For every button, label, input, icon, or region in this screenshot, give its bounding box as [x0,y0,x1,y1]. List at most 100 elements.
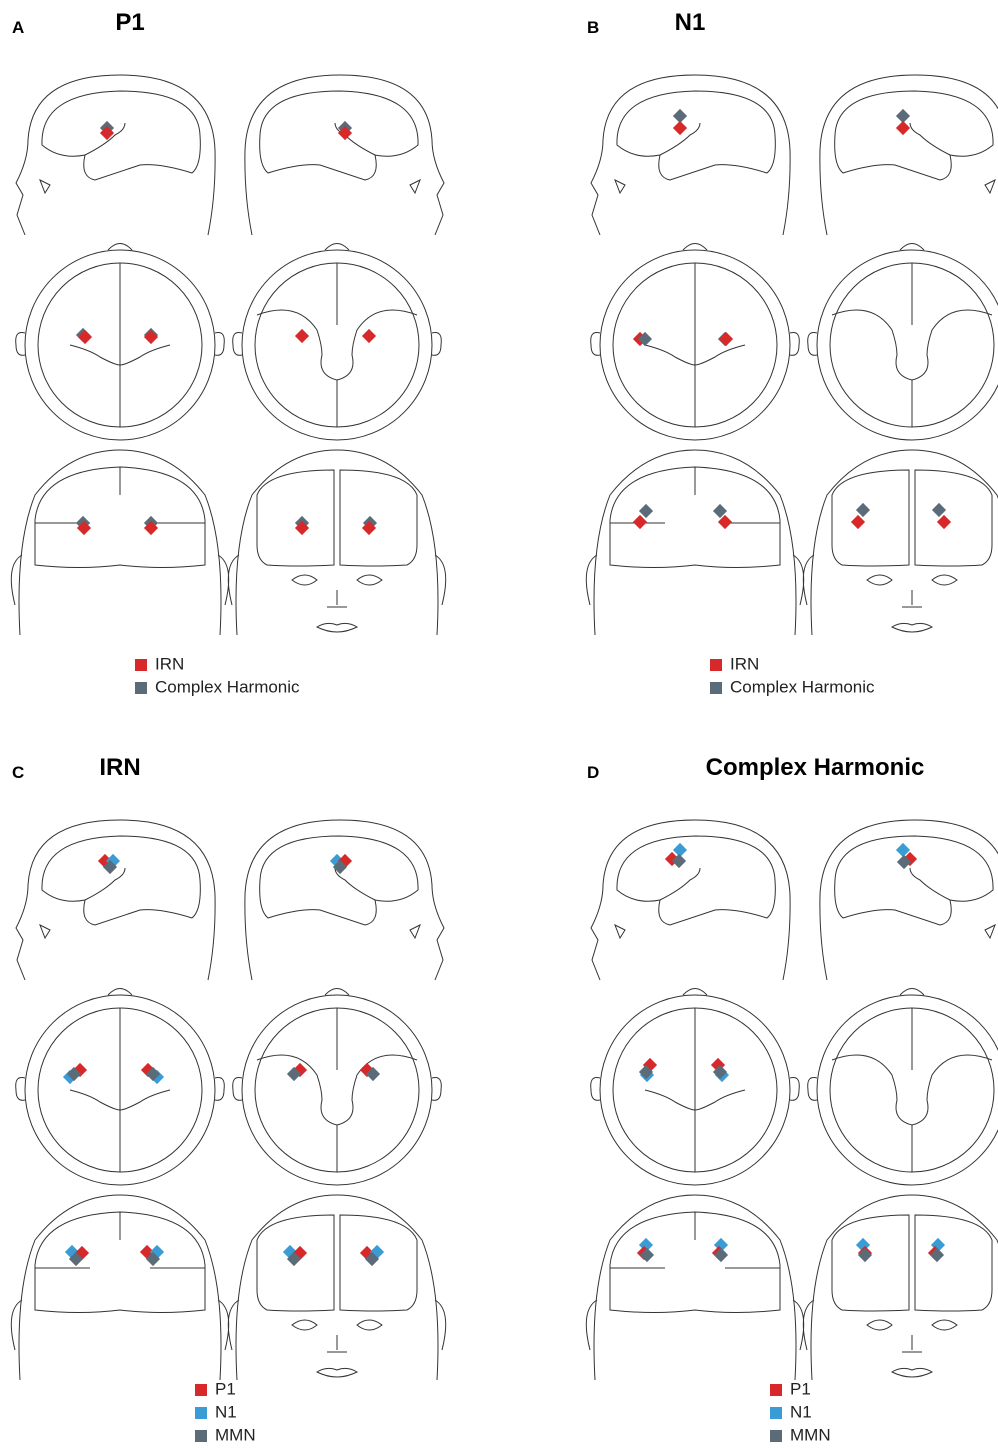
outline [235,449,439,636]
panel-title: N1 [675,9,706,36]
dipole-marker [857,1247,873,1263]
head-view [15,819,216,981]
dipole-marker [638,1064,654,1080]
head-outline [816,994,998,1186]
legend-label: Complex Harmonic [155,677,300,696]
outline [831,1054,993,1126]
head-view [585,449,805,636]
outline [984,178,996,195]
dipole-marker [896,854,912,870]
outline [18,449,222,636]
dipole-marker [672,842,688,858]
panel-letter: C [12,763,24,782]
dipole-marker [145,1066,161,1082]
head-outline [599,994,791,1186]
outline [810,1194,998,1381]
outline [107,243,133,251]
outline [10,554,23,606]
panel-title: P1 [115,9,144,36]
dipole-marker [337,125,353,141]
outline [259,835,419,926]
legend-label: IRN [155,654,184,673]
outline [902,590,922,608]
head-view [232,988,442,1186]
dipole-marker [895,842,911,858]
outline [807,1077,818,1101]
outline [616,90,776,181]
head-view [807,988,998,1186]
panel: A P1 IRN Complex Harmonic [10,9,447,696]
dipole-marker [286,1251,302,1267]
outline [984,923,996,940]
legend-swatch [195,1384,207,1396]
outline [609,466,781,568]
outline [434,1299,447,1351]
head-view [590,243,800,441]
dipole-marker [671,853,687,869]
dipole-marker [638,503,654,519]
outline [909,867,951,901]
outline [789,332,800,356]
outline [899,243,925,251]
panel-letter: D [587,763,599,782]
dipole-marker [632,514,648,530]
dipole-marker [929,1247,945,1263]
outline [235,1194,439,1381]
outline [84,867,126,901]
outline [682,243,708,251]
head-view [10,449,230,636]
outline [15,1077,26,1101]
dipole-marker [712,503,728,519]
outline [15,74,216,236]
head-view [244,819,445,981]
outline [227,1299,240,1351]
outline [831,309,993,381]
outline [807,332,818,356]
outline [327,1335,347,1353]
dipole-marker [850,514,866,530]
dipole-marker [712,1064,728,1080]
outline [291,574,383,586]
legend-swatch [195,1407,207,1419]
head-view [590,988,800,1186]
dipole-marker [77,329,93,345]
outline [41,90,201,181]
panel-letter: B [587,18,599,37]
outline [256,1054,418,1126]
outline [585,1299,598,1351]
legend-swatch [135,659,147,671]
head-view [15,988,225,1186]
dipole-marker [66,1066,82,1082]
dipole-marker [713,1247,729,1263]
outline [914,469,993,567]
outline [339,1214,418,1312]
dipole-marker [143,329,159,345]
head-outline [24,994,216,1186]
outline [244,74,445,236]
outline [810,449,998,636]
outline [831,469,910,567]
outline [214,332,225,356]
outline [802,554,815,606]
outline [409,923,421,940]
dipole-marker [672,108,688,124]
outline [590,1077,601,1101]
outline [593,449,797,636]
outline [802,1299,815,1351]
outline [431,332,442,356]
panel-letter: A [12,18,24,37]
head-view [802,449,998,636]
legend-swatch [710,682,722,694]
dipole-marker [361,328,377,344]
legend-swatch [710,659,722,671]
legend-label: MMN [215,1425,256,1444]
outline [34,466,206,568]
head-outline [599,249,791,441]
outline [15,819,216,981]
dipole-marker [332,859,348,875]
legend-swatch [770,1430,782,1442]
head-view [819,819,998,981]
outline [834,835,994,926]
dipole-marker [294,520,310,536]
legend-swatch [135,682,147,694]
